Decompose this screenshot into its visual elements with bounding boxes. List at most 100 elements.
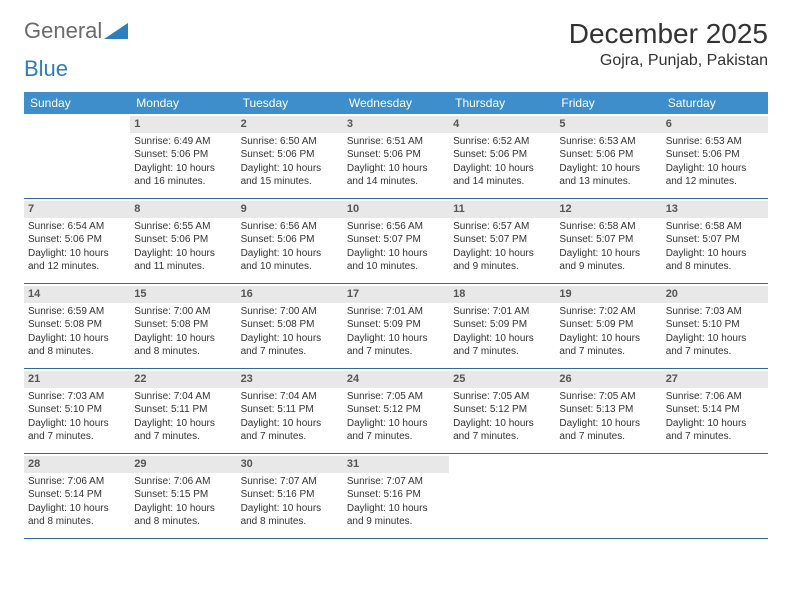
day-cell: 28Sunrise: 7:06 AMSunset: 5:14 PMDayligh…: [24, 454, 130, 538]
day-number: 15: [130, 286, 236, 303]
day-number: 18: [449, 286, 555, 303]
week-row: 14Sunrise: 6:59 AMSunset: 5:08 PMDayligh…: [24, 284, 768, 369]
daylight-text: Daylight: 10 hours and 7 minutes.: [134, 417, 232, 444]
day-cell: 18Sunrise: 7:01 AMSunset: 5:09 PMDayligh…: [449, 284, 555, 368]
sunrise-text: Sunrise: 6:54 AM: [28, 220, 126, 234]
daylight-text: Daylight: 10 hours and 8 minutes.: [134, 332, 232, 359]
daylight-text: Daylight: 10 hours and 15 minutes.: [241, 162, 339, 189]
day-cell: [24, 114, 130, 198]
day-info: Sunrise: 6:59 AMSunset: 5:08 PMDaylight:…: [28, 305, 126, 359]
daylight-text: Daylight: 10 hours and 16 minutes.: [134, 162, 232, 189]
sunset-text: Sunset: 5:06 PM: [453, 148, 551, 162]
dow-thursday: Thursday: [449, 92, 555, 114]
daylight-text: Daylight: 10 hours and 12 minutes.: [666, 162, 764, 189]
day-info: Sunrise: 6:51 AMSunset: 5:06 PMDaylight:…: [347, 135, 445, 189]
day-cell: 17Sunrise: 7:01 AMSunset: 5:09 PMDayligh…: [343, 284, 449, 368]
day-cell: 24Sunrise: 7:05 AMSunset: 5:12 PMDayligh…: [343, 369, 449, 453]
daylight-text: Daylight: 10 hours and 9 minutes.: [453, 247, 551, 274]
day-cell: 19Sunrise: 7:02 AMSunset: 5:09 PMDayligh…: [555, 284, 661, 368]
day-number: 25: [449, 371, 555, 388]
sunset-text: Sunset: 5:06 PM: [241, 148, 339, 162]
daylight-text: Daylight: 10 hours and 7 minutes.: [559, 332, 657, 359]
daylight-text: Daylight: 10 hours and 10 minutes.: [347, 247, 445, 274]
daylight-text: Daylight: 10 hours and 8 minutes.: [241, 502, 339, 529]
day-cell: 7Sunrise: 6:54 AMSunset: 5:06 PMDaylight…: [24, 199, 130, 283]
calendar: Sunday Monday Tuesday Wednesday Thursday…: [24, 92, 768, 539]
day-info: Sunrise: 6:57 AMSunset: 5:07 PMDaylight:…: [453, 220, 551, 274]
day-info: Sunrise: 6:56 AMSunset: 5:06 PMDaylight:…: [241, 220, 339, 274]
sunrise-text: Sunrise: 7:07 AM: [241, 475, 339, 489]
day-info: Sunrise: 6:56 AMSunset: 5:07 PMDaylight:…: [347, 220, 445, 274]
sunrise-text: Sunrise: 7:02 AM: [559, 305, 657, 319]
day-info: Sunrise: 7:02 AMSunset: 5:09 PMDaylight:…: [559, 305, 657, 359]
logo-triangle-icon: [104, 23, 128, 39]
sunrise-text: Sunrise: 7:06 AM: [666, 390, 764, 404]
day-info: Sunrise: 7:00 AMSunset: 5:08 PMDaylight:…: [134, 305, 232, 359]
day-info: Sunrise: 7:06 AMSunset: 5:15 PMDaylight:…: [134, 475, 232, 529]
sunset-text: Sunset: 5:13 PM: [559, 403, 657, 417]
day-cell: 15 Sunrise: 7:00 AMSunset: 5:08 PMDayligh…: [130, 284, 236, 368]
daylight-text: Daylight: 10 hours and 7 minutes.: [241, 332, 339, 359]
daylight-text: Daylight: 10 hours and 11 minutes.: [134, 247, 232, 274]
sunset-text: Sunset: 5:11 PM: [241, 403, 339, 417]
sunset-text: Sunset: 5:16 PM: [347, 488, 445, 502]
sunset-text: Sunset: 5:07 PM: [559, 233, 657, 247]
logo: General: [24, 18, 128, 44]
sunrise-text: Sunrise: 7:04 AM: [241, 390, 339, 404]
day-cell: 31Sunrise: 7:07 AMSunset: 5:16 PMDayligh…: [343, 454, 449, 538]
week-row: 21Sunrise: 7:03 AMSunset: 5:10 PMDayligh…: [24, 369, 768, 454]
day-info: Sunrise: 7:06 AMSunset: 5:14 PMDaylight:…: [666, 390, 764, 444]
day-number: 9: [237, 201, 343, 218]
sunrise-text: Sunrise: 6:59 AM: [28, 305, 126, 319]
daylight-text: Daylight: 10 hours and 10 minutes.: [241, 247, 339, 274]
sunset-text: Sunset: 5:10 PM: [28, 403, 126, 417]
day-info: Sunrise: 7:05 AMSunset: 5:12 PMDaylight:…: [453, 390, 551, 444]
day-cell: 3Sunrise: 6:51 AMSunset: 5:06 PMDaylight…: [343, 114, 449, 198]
day-cell: 6Sunrise: 6:53 AMSunset: 5:06 PMDaylight…: [662, 114, 768, 198]
sunrise-text: Sunrise: 7:00 AM: [241, 305, 339, 319]
sunset-text: Sunset: 5:08 PM: [241, 318, 339, 332]
day-info: Sunrise: 7:07 AMSunset: 5:16 PMDaylight:…: [347, 475, 445, 529]
daylight-text: Daylight: 10 hours and 9 minutes.: [559, 247, 657, 274]
sunrise-text: Sunrise: 7:04 AM: [134, 390, 232, 404]
sunrise-text: Sunrise: 7:03 AM: [666, 305, 764, 319]
sunrise-text: Sunrise: 6:53 AM: [666, 135, 764, 149]
sunrise-text: Sunrise: 7:00 AM: [134, 305, 232, 319]
sunrise-text: Sunrise: 6:55 AM: [134, 220, 232, 234]
daylight-text: Daylight: 10 hours and 14 minutes.: [453, 162, 551, 189]
day-info: Sunrise: 7:06 AMSunset: 5:14 PMDaylight:…: [28, 475, 126, 529]
day-cell: 20Sunrise: 7:03 AMSunset: 5:10 PMDayligh…: [662, 284, 768, 368]
day-cell: 30Sunrise: 7:07 AMSunset: 5:16 PMDayligh…: [237, 454, 343, 538]
sunset-text: Sunset: 5:09 PM: [347, 318, 445, 332]
dow-wednesday: Wednesday: [343, 92, 449, 114]
daylight-text: Daylight: 10 hours and 8 minutes.: [666, 247, 764, 274]
day-info: Sunrise: 6:52 AMSunset: 5:06 PMDaylight:…: [453, 135, 551, 189]
sunrise-text: Sunrise: 6:57 AM: [453, 220, 551, 234]
day-cell: 9 Sunrise: 6:56 AMSunset: 5:06 PMDaylight…: [237, 199, 343, 283]
sunrise-text: Sunrise: 7:05 AM: [453, 390, 551, 404]
daylight-text: Daylight: 10 hours and 13 minutes.: [559, 162, 657, 189]
sunrise-text: Sunrise: 6:53 AM: [559, 135, 657, 149]
day-number: 26: [555, 371, 661, 388]
daylight-text: Daylight: 10 hours and 8 minutes.: [28, 502, 126, 529]
sunset-text: Sunset: 5:11 PM: [134, 403, 232, 417]
sunset-text: Sunset: 5:06 PM: [134, 148, 232, 162]
sunset-text: Sunset: 5:12 PM: [347, 403, 445, 417]
day-info: Sunrise: 6:53 AMSunset: 5:06 PMDaylight:…: [559, 135, 657, 189]
daylight-text: Daylight: 10 hours and 9 minutes.: [347, 502, 445, 529]
day-cell: 26Sunrise: 7:05 AMSunset: 5:13 PMDayligh…: [555, 369, 661, 453]
day-cell: 1Sunrise: 6:49 AMSunset: 5:06 PMDaylight…: [130, 114, 236, 198]
day-number: 27: [662, 371, 768, 388]
daylight-text: Daylight: 10 hours and 7 minutes.: [347, 417, 445, 444]
sunset-text: Sunset: 5:08 PM: [134, 318, 232, 332]
day-cell: 8Sunrise: 6:55 AMSunset: 5:06 PMDaylight…: [130, 199, 236, 283]
week-row: 28Sunrise: 7:06 AMSunset: 5:14 PMDayligh…: [24, 454, 768, 539]
daylight-text: Daylight: 10 hours and 7 minutes.: [28, 417, 126, 444]
day-cell: 22Sunrise: 7:04 AMSunset: 5:11 PMDayligh…: [130, 369, 236, 453]
sunset-text: Sunset: 5:07 PM: [347, 233, 445, 247]
day-number: 7: [24, 201, 130, 218]
logo-text-blue: Blue: [24, 56, 768, 82]
sunrise-text: Sunrise: 6:49 AM: [134, 135, 232, 149]
day-number: 20: [662, 286, 768, 303]
day-cell: 5Sunrise: 6:53 AMSunset: 5:06 PMDaylight…: [555, 114, 661, 198]
